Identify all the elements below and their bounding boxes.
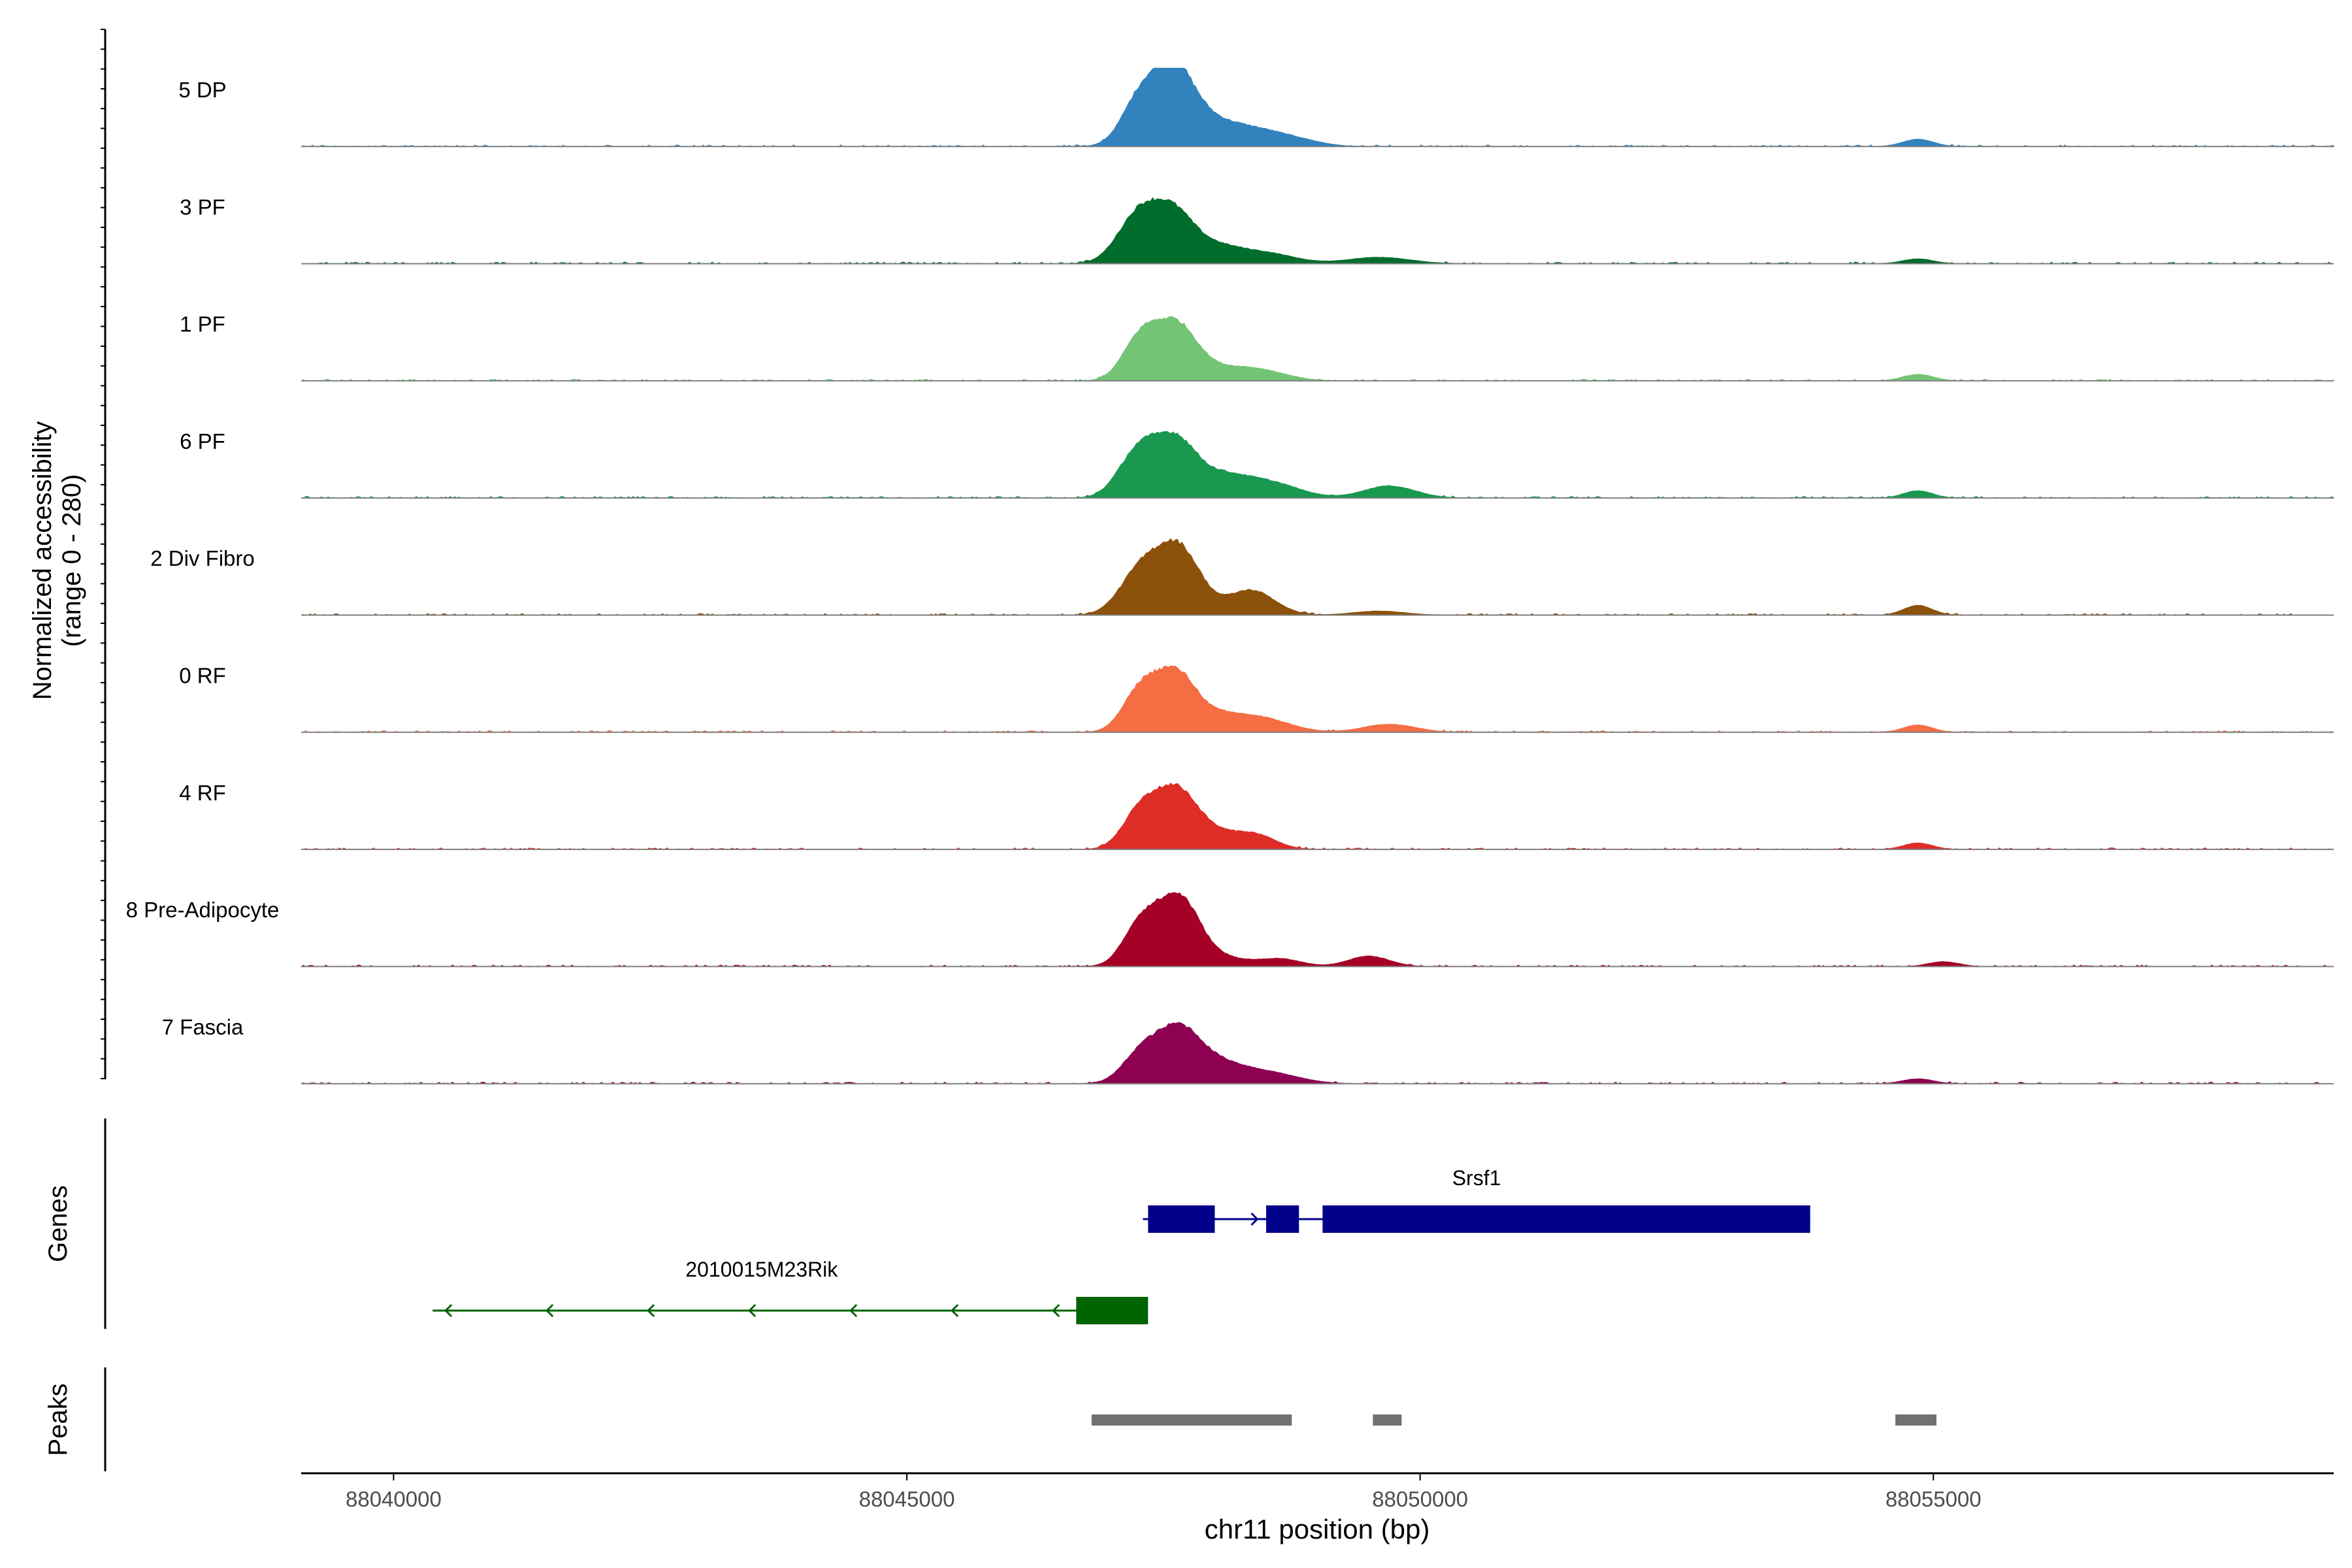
strand-arrow xyxy=(646,1303,655,1318)
track-0-rf: 0 RF xyxy=(179,664,2334,733)
track-label: 3 PF xyxy=(180,195,225,219)
x-tick-label: 88045000 xyxy=(859,1487,955,1511)
x-tick-label: 88050000 xyxy=(1372,1487,1468,1511)
gene-exon xyxy=(1322,1205,1810,1233)
track-2-div-fibro: 2 Div Fibro xyxy=(150,538,2334,616)
track-label: 1 PF xyxy=(180,312,225,336)
gene-label: 2010015M23Rik xyxy=(685,1258,838,1281)
strand-arrow xyxy=(950,1303,959,1318)
coverage-area xyxy=(301,538,2334,616)
track-label: 5 DP xyxy=(178,78,226,102)
peak xyxy=(1091,1414,1292,1426)
gene-2010015m23rik: 2010015M23Rik xyxy=(433,1258,1149,1324)
peaks-label: Peaks xyxy=(44,1383,73,1456)
x-tick-label: 88040000 xyxy=(346,1487,442,1511)
genes-label: Genes xyxy=(44,1185,73,1262)
coverage-area xyxy=(301,431,2334,498)
track-5-dp: 5 DP xyxy=(178,67,2334,148)
track-7-fascia: 7 Fascia xyxy=(162,1015,2334,1085)
track-4-rf: 4 RF xyxy=(179,781,2334,851)
strand-arrow xyxy=(1051,1303,1060,1318)
strand-arrow xyxy=(545,1303,554,1318)
peak xyxy=(1373,1414,1402,1426)
gene-srsf1: Srsf1 xyxy=(1143,1166,1810,1233)
coverage-area xyxy=(301,316,2334,382)
gene-exon xyxy=(1076,1297,1149,1324)
strand-arrow xyxy=(1250,1212,1259,1226)
gene-exon xyxy=(1266,1205,1299,1233)
track-8-pre-adipocyte: 8 Pre-Adipocyte xyxy=(126,892,2334,968)
coverage-area xyxy=(301,1022,2334,1085)
coverage-area xyxy=(301,892,2334,967)
strand-arrow xyxy=(444,1303,453,1318)
track-label: 6 PF xyxy=(180,429,225,453)
y-axis-subtitle: (range 0 - 280) xyxy=(57,474,86,647)
coverage-area xyxy=(301,67,2334,147)
strand-arrow xyxy=(849,1303,858,1318)
strand-arrow xyxy=(747,1303,757,1318)
x-axis-ticks: 88040000 88045000 88050000 88055000 xyxy=(346,1473,1982,1511)
gene-label: Srsf1 xyxy=(1452,1166,1501,1190)
track-label: 7 Fascia xyxy=(162,1015,244,1039)
coverage-tracks: 5 DP 3 PF 1 PF 6 PF 2 Div Fibro 0 RF 4 RF 8 Pre… xyxy=(126,67,2334,1085)
gene-track: Srsf1 2010015M23Rik xyxy=(433,1166,1810,1324)
coverage-area xyxy=(301,197,2334,265)
x-tick-label: 88055000 xyxy=(1886,1487,1982,1511)
track-3-pf: 3 PF xyxy=(180,195,2334,265)
track-label: 8 Pre-Adipocyte xyxy=(126,898,280,922)
axes: Normalized accessibility (range 0 - 280)… xyxy=(28,29,2334,1544)
track-1-pf: 1 PF xyxy=(180,312,2334,382)
peak xyxy=(1895,1414,1936,1426)
track-label: 0 RF xyxy=(179,664,226,688)
x-axis-title: chr11 position (bp) xyxy=(1205,1514,1430,1544)
y-axis-title: Normalized accessibility xyxy=(28,421,57,700)
gene-exon xyxy=(1148,1205,1215,1233)
track-6-pf: 6 PF xyxy=(180,429,2334,499)
track-label: 2 Div Fibro xyxy=(150,546,255,570)
track-label: 4 RF xyxy=(179,781,226,805)
coverage-area xyxy=(301,782,2334,850)
coverage-area xyxy=(301,665,2334,733)
peak-track xyxy=(1091,1414,1936,1426)
coverage-y-ticks xyxy=(101,29,105,1079)
